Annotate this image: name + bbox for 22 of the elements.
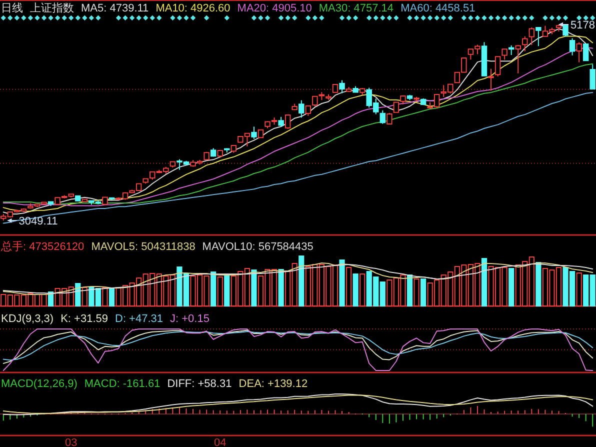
text: MA5: 4739.11 — [81, 2, 149, 14]
chart-title: MACD(12,26,9) — [1, 378, 78, 390]
text: MA60: 4458.51 — [400, 2, 476, 14]
text: 总手: 473526120 — [0, 240, 84, 253]
chart-title: 日线 — [1, 2, 23, 14]
series-label: MAVOL10: 567584435 — [202, 241, 314, 253]
text: MA20: 4905.10 — [237, 2, 312, 14]
x-tick-label: 03 — [64, 437, 78, 447]
series-label: MAVOL5: 504311838 — [91, 241, 196, 253]
text: MA10: 4926.60 — [156, 2, 230, 14]
series-label: K: +31.59 — [60, 313, 108, 325]
series-label: DIFF: +58.31 — [167, 378, 232, 390]
chart-title: KDJ(9,3,3) — [1, 313, 54, 325]
annotation: 5178 — [570, 20, 595, 32]
series-label: MACD: -161.61 — [84, 378, 160, 390]
series-label: J: +0.15 — [170, 313, 210, 325]
text: MA30: 4757.14 — [318, 2, 394, 14]
chart-subtitle: 上证指数 — [30, 2, 74, 14]
series-label: DEA: +139.12 — [238, 378, 308, 390]
series-label: D: +47.31 — [115, 313, 164, 325]
annotation: 3049.11 — [18, 216, 58, 228]
x-tick-label: 04 — [214, 437, 226, 447]
